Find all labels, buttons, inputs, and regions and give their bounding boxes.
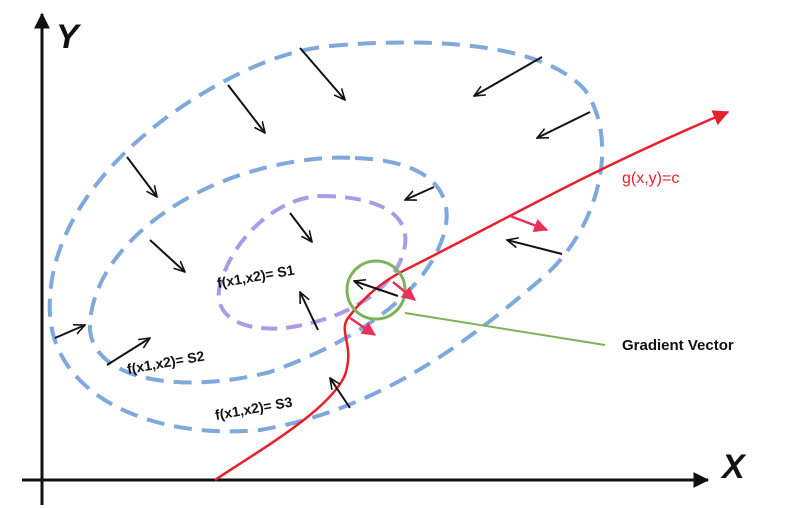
constraint-curve (214, 110, 730, 482)
level-label-s3: f(x1,x2)= S3 (214, 394, 294, 423)
x-axis-label: X (720, 448, 747, 486)
gradient-arrow-right (509, 214, 549, 233)
vector-arrow (330, 378, 351, 409)
level-label-s2: f(x1,x2)= S2 (126, 348, 206, 377)
vector-arrow (299, 47, 345, 100)
vector-arrow (405, 186, 435, 201)
contour-s2 (87, 155, 449, 385)
gradient-callout-label: Gradient Vector (622, 337, 734, 354)
y-axis-label: Y (56, 18, 82, 56)
vector-arrow (474, 56, 543, 96)
gradient-callout-leader (404, 312, 606, 346)
gradient-arrow-center (392, 281, 416, 301)
vector-arrow (106, 338, 150, 366)
vector-arrow (289, 212, 312, 242)
vector-arrow (507, 240, 563, 255)
constraint-label: g(x,y)=c (622, 170, 679, 187)
vector-arrow (126, 156, 157, 197)
contour-s1 (216, 193, 408, 331)
vector-arrow (537, 111, 591, 139)
vector-arrow (299, 292, 319, 331)
vector-arrow (54, 325, 85, 339)
vector-arrow (149, 239, 185, 272)
vector-arrow (354, 281, 399, 297)
vector-arrow (227, 84, 265, 133)
contour-s3 (47, 40, 605, 434)
gradient-arrow-constraint (349, 316, 376, 337)
